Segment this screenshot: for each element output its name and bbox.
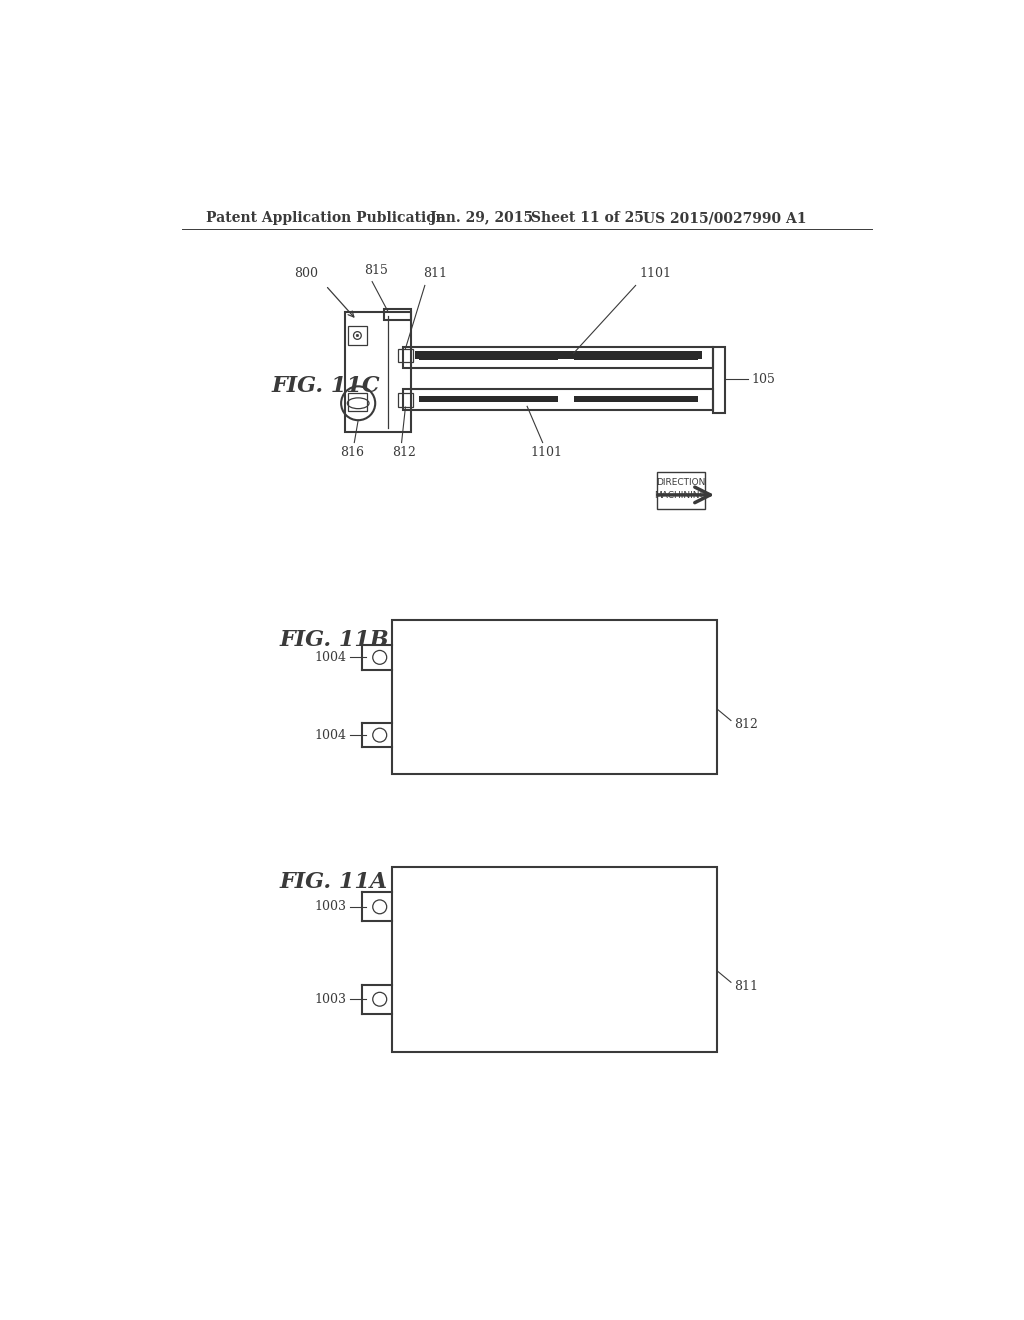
Text: 1004: 1004 (314, 651, 346, 664)
Bar (573, 354, 697, 360)
Text: US 2015/0027990 A1: US 2015/0027990 A1 (643, 211, 807, 226)
Text: 1004: 1004 (314, 729, 346, 742)
Bar (573, 396, 697, 403)
Text: FIG. 11C: FIG. 11C (271, 375, 380, 396)
Bar (397, 393, 414, 407)
Bar (384, 309, 411, 321)
Bar (345, 313, 411, 432)
Text: 800: 800 (294, 268, 317, 280)
Bar (403, 347, 713, 368)
Text: 1101: 1101 (639, 268, 671, 280)
Bar (713, 347, 725, 412)
Bar (397, 348, 414, 363)
Bar (348, 393, 367, 411)
Text: 1003: 1003 (314, 993, 346, 1006)
Text: 1003: 1003 (314, 900, 346, 913)
Text: Jan. 29, 2015: Jan. 29, 2015 (430, 211, 534, 226)
Bar (391, 867, 717, 1052)
Text: FIG. 11A: FIG. 11A (280, 871, 387, 894)
Text: Patent Application Publication: Patent Application Publication (206, 211, 445, 226)
Bar (419, 396, 558, 403)
Circle shape (356, 334, 358, 337)
Bar (348, 326, 367, 345)
Text: MACHINING: MACHINING (654, 491, 707, 500)
Text: 811: 811 (423, 268, 446, 280)
Text: 816: 816 (340, 446, 364, 459)
Text: 811: 811 (734, 979, 758, 993)
Text: DIRECTION: DIRECTION (656, 478, 706, 487)
Text: Sheet 11 of 25: Sheet 11 of 25 (531, 211, 644, 226)
Text: 105: 105 (752, 372, 776, 385)
Bar (403, 389, 713, 411)
Bar (391, 620, 717, 775)
Bar (415, 351, 701, 359)
Text: FIG. 11B: FIG. 11B (280, 628, 389, 651)
Text: 812: 812 (392, 446, 416, 459)
Bar (419, 354, 558, 360)
Text: 812: 812 (734, 718, 758, 731)
Text: 815: 815 (365, 264, 388, 277)
Bar (656, 471, 705, 508)
Text: 1101: 1101 (530, 446, 562, 459)
